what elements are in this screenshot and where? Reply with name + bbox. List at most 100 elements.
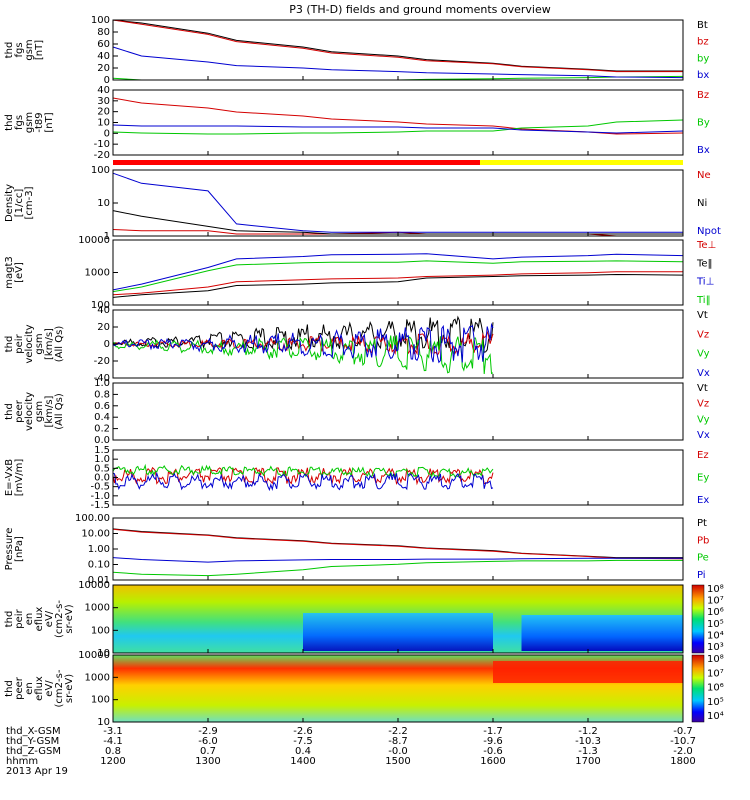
ytick-label: 0.5: [94, 463, 110, 474]
ytick-label: 10: [97, 118, 110, 129]
legend-Vz: Vz: [697, 399, 709, 410]
series-Pi: [112, 557, 683, 563]
footer-value: -7.5: [293, 736, 313, 747]
panel-density: 100 10 1 Density [1/cc] [cm-3] Ne Ni Npot: [4, 165, 721, 242]
legend-Ex: Ex: [697, 495, 709, 506]
ytick-label: 40: [97, 51, 110, 62]
ylabel-line: eV/: [44, 610, 55, 627]
footer-label: hhmm: [6, 756, 38, 767]
ylabel-line: E=-VxB: [4, 459, 15, 496]
legend-Npot: Npot: [697, 226, 721, 237]
footer-value: 1700: [575, 756, 600, 767]
footer-value: -6.0: [198, 736, 218, 747]
series-Ey: [112, 463, 494, 479]
colorbar-label: 10⁴: [707, 630, 724, 641]
ylabel-line: velocity: [24, 324, 35, 363]
legend-Ez: Ez: [697, 450, 709, 461]
series-bx: [112, 46, 684, 79]
ytick-label: 1.0: [94, 454, 110, 465]
colorbar-label: 10⁵: [707, 619, 724, 630]
mode-bar-red: [113, 160, 480, 165]
ylabel-line: fgs: [14, 115, 25, 130]
footer-value: -2.6: [293, 726, 313, 737]
ytick-label: 40: [97, 305, 110, 316]
colorbar-label: 10⁷: [707, 668, 724, 679]
ylabel-line: [nT]: [34, 40, 45, 60]
ylabel-line: [1/cc]: [14, 189, 25, 218]
ylabel-line: [nPa]: [14, 536, 25, 562]
ylabel-line: peer: [14, 676, 25, 700]
ytick-label: 0.10: [88, 560, 110, 571]
footer-value: 0.7: [200, 746, 216, 757]
series-Npot: [112, 172, 683, 233]
ylabel-line: gsm: [34, 333, 45, 354]
legend-Te‖: Te‖: [696, 258, 713, 269]
ylabel-line: thd: [4, 114, 15, 131]
footer-value: -1.7: [483, 726, 503, 737]
ylabel-line: peir: [14, 608, 25, 628]
series-Vx: [112, 322, 494, 364]
footer-value: -3.1: [103, 726, 123, 737]
ylabel-line: [eV]: [14, 262, 25, 283]
legend-Ne: Ne: [697, 170, 711, 181]
colorbar-label: 10⁷: [707, 596, 724, 607]
ylabel-line: gsm: [34, 401, 45, 422]
footer-date: 2013 Apr 19: [6, 766, 68, 777]
footer-value: 1300: [195, 756, 220, 767]
ytick-label: 20: [97, 63, 110, 74]
ytick-label: 0.0: [94, 473, 110, 484]
colorbar: [691, 654, 705, 723]
legend-Ti⊥: Ti⊥: [696, 277, 714, 288]
series-Te⊥: [112, 271, 683, 296]
ion-spectrogram-low2: [521, 615, 683, 651]
ytick-label: 100: [91, 15, 110, 26]
legend-Vy: Vy: [697, 414, 710, 425]
ytick-label: 10000: [78, 580, 110, 591]
ylabel-line: fgs: [14, 42, 25, 57]
ytick-label: 100: [91, 625, 110, 636]
legend-Vt: Vt: [697, 383, 708, 394]
legend-Bz: Bz: [697, 90, 709, 101]
footer-value: -2.0: [673, 746, 693, 757]
footer-label: thd_Z-GSM: [6, 746, 61, 757]
ylabel-line: thd: [4, 403, 15, 420]
ylabel-line: eflux: [34, 676, 45, 701]
footer-label: thd_Y-GSM: [6, 736, 59, 747]
ytick-label: 0.8: [94, 389, 110, 400]
footer-value: 1200: [100, 756, 125, 767]
legend-Ni: Ni: [697, 198, 707, 209]
footer-value: -10.3: [575, 736, 601, 747]
ylabel-line: [nT]: [44, 112, 55, 132]
ytick-label: 100: [91, 165, 110, 176]
series-Vy: [112, 335, 494, 375]
ytick-label: 10.00: [81, 529, 110, 540]
ylabel-line: thd: [4, 611, 15, 628]
colorbar-label: 10⁸: [707, 584, 724, 595]
ylabel-line: eV/: [44, 680, 55, 697]
footer-value: -10.7: [670, 736, 696, 747]
ytick-label: 0.6: [94, 401, 110, 412]
ytick-label: -10: [94, 139, 110, 150]
ytick-label: -20: [94, 150, 110, 161]
legend-Pi: Pi: [697, 570, 706, 581]
footer-label: thd_X-GSM: [6, 726, 61, 737]
ytick-label: 80: [97, 27, 110, 38]
ylabel-line: sr-eV): [64, 674, 75, 703]
footer-value: 1500: [385, 756, 410, 767]
footer-value: -1.3: [578, 746, 598, 757]
ytick-label: 100.00: [75, 513, 110, 524]
figure-title: P3 (TH-D) fields and ground moments over…: [289, 3, 551, 16]
ylabel-line: (All Qs): [54, 326, 65, 363]
ytick-label: 0.2: [94, 424, 110, 435]
ylabel-line: thd: [4, 42, 15, 59]
colorbar-label: 10⁶: [707, 683, 724, 694]
footer-value: -8.7: [388, 736, 408, 747]
ytick-label: 1: [104, 231, 110, 242]
ylabel-line: (cm2-s-: [54, 600, 65, 638]
legend-bx: bx: [697, 70, 709, 81]
legend-Vx: Vx: [697, 368, 710, 379]
ytick-label: 0.01: [88, 575, 110, 586]
series-Pb: [112, 528, 684, 560]
